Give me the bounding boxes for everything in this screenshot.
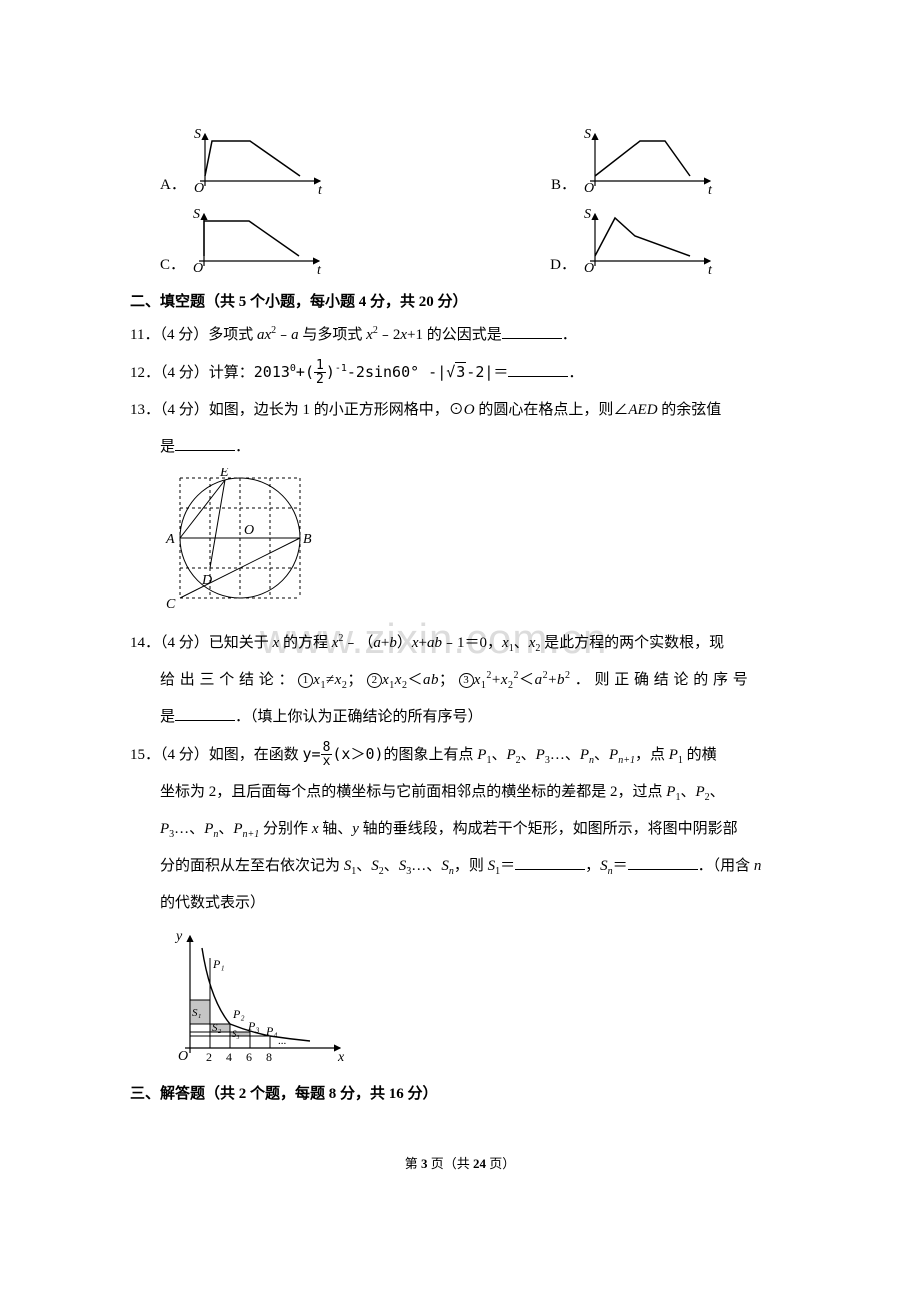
svg-text:O: O bbox=[193, 261, 203, 276]
svg-text:P₃: P₃ bbox=[247, 1019, 260, 1033]
svg-text:2: 2 bbox=[206, 1050, 212, 1064]
blank-14 bbox=[175, 706, 235, 721]
option-b-label: B． bbox=[551, 173, 576, 194]
question-12: 12．（4 分）计算：20130+(12)-1-2sin60° -|√3-2|＝… bbox=[130, 356, 790, 390]
svg-text:O: O bbox=[178, 1049, 188, 1064]
question-14: 14．（4 分）已知关于 x 的方程 x2﹣（a+b）x+ab﹣1＝0，x1、x… bbox=[130, 627, 790, 660]
section-3-title: 三、解答题（共 2 个题，每题 8 分，共 16 分） bbox=[130, 1082, 790, 1103]
svg-text:t: t bbox=[318, 183, 323, 196]
question-13: 13．（4 分）如图，边长为 1 的小正方形网格中，⊙O 的圆心在格点上，则∠A… bbox=[130, 394, 790, 427]
svg-text:S₁: S₁ bbox=[192, 1007, 202, 1019]
options-row-1: A． S t O B． S t O bbox=[160, 126, 720, 196]
question-15-figure: y x O 24 68 bbox=[130, 928, 790, 1068]
svg-text:C: C bbox=[166, 597, 176, 612]
question-15-line3: P3…、Pn、Pn+1 分别作 x 轴、y 轴的垂线段，构成若干个矩形，如图所示… bbox=[130, 813, 790, 846]
section-2-title: 二、填空题（共 5 个小题，每小题 4 分，共 20 分） bbox=[130, 290, 790, 311]
option-c-graph: S t O bbox=[189, 206, 329, 276]
svg-text:S₃: S₃ bbox=[232, 1029, 240, 1039]
question-14-line3: 是．（填上你认为正确结论的所有序号） bbox=[130, 701, 790, 734]
question-11: 11．（4 分）多项式 ax2﹣a 与多项式 x2﹣2x+1 的公因式是． bbox=[130, 319, 790, 352]
svg-text:y: y bbox=[174, 929, 183, 944]
page-footer: 第 3 页（共 24 页） bbox=[130, 1153, 790, 1172]
svg-text:P₂: P₂ bbox=[232, 1007, 245, 1021]
question-13-figure: A B C D E O bbox=[130, 468, 790, 623]
svg-text:D: D bbox=[201, 573, 212, 588]
blank-13 bbox=[175, 436, 235, 451]
svg-text:O: O bbox=[584, 261, 594, 276]
option-a-graph: S t O bbox=[190, 126, 330, 196]
option-c-label: C． bbox=[160, 253, 185, 274]
blank-11 bbox=[502, 324, 562, 339]
question-15-line5: 的代数式表示） bbox=[130, 887, 790, 920]
svg-text:S: S bbox=[584, 207, 591, 222]
svg-text:6: 6 bbox=[246, 1050, 252, 1064]
question-15-line2: 坐标为 2，且后面每个点的横坐标与它前面相邻点的横坐标的差都是 2，过点 P1、… bbox=[130, 776, 790, 809]
svg-text:B: B bbox=[303, 532, 312, 547]
question-15: 15．（4 分）如图，在函数 y=8x(x＞0)的图象上有点 P1、P2、P3…… bbox=[130, 738, 790, 772]
svg-text:t: t bbox=[708, 263, 713, 276]
svg-text:S₂: S₂ bbox=[212, 1022, 222, 1034]
svg-text:A: A bbox=[165, 532, 175, 547]
question-14-line2: 给 出 三 个 结 论 ： 1x1≠x2； 2x1x2＜ab； 3x12+x22… bbox=[130, 664, 790, 697]
svg-text:x: x bbox=[337, 1050, 345, 1065]
svg-text:S: S bbox=[584, 127, 591, 142]
svg-text:S: S bbox=[193, 207, 200, 222]
svg-text:O: O bbox=[194, 181, 204, 196]
svg-text:...: ... bbox=[278, 1035, 287, 1047]
options-row-2: C． S t O D． S t O bbox=[160, 206, 720, 276]
svg-text:t: t bbox=[708, 183, 713, 196]
blank-15b bbox=[628, 855, 698, 870]
blank-15a bbox=[515, 855, 585, 870]
svg-text:O: O bbox=[244, 523, 254, 538]
svg-text:4: 4 bbox=[226, 1050, 232, 1064]
option-d-graph: S t O bbox=[580, 206, 720, 276]
blank-12 bbox=[508, 362, 568, 377]
svg-text:t: t bbox=[317, 263, 322, 276]
svg-text:S: S bbox=[194, 127, 201, 142]
svg-text:P₁: P₁ bbox=[212, 957, 225, 971]
option-b-graph: S t O bbox=[580, 126, 720, 196]
option-a-label: A． bbox=[160, 173, 186, 194]
svg-text:E: E bbox=[219, 468, 229, 480]
option-d-label: D． bbox=[550, 253, 576, 274]
question-13-line2: 是． bbox=[130, 431, 790, 464]
svg-text:P₄: P₄ bbox=[265, 1024, 278, 1038]
question-15-line4: 分的面积从左至右依次记为 S1、S2、S3…、Sn，则 S1＝，Sn＝．（用含 … bbox=[130, 850, 790, 883]
svg-text:8: 8 bbox=[266, 1050, 272, 1064]
svg-text:O: O bbox=[584, 181, 594, 196]
